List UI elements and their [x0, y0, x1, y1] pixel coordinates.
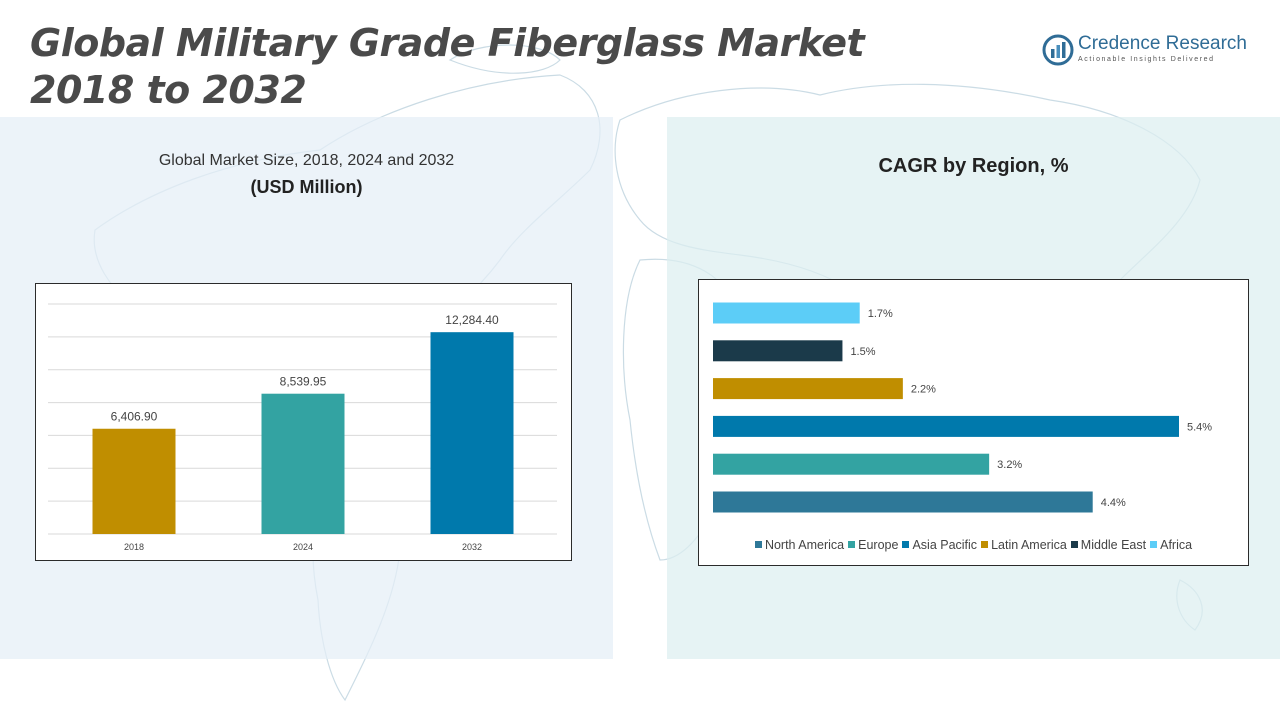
bar-value-label: 2.2%: [911, 384, 936, 396]
legend-item: North America: [754, 538, 845, 552]
bar-value-label: 3.2%: [997, 459, 1022, 471]
cagr-title: CAGR by Region, %: [878, 155, 1069, 177]
legend-item: Middle East: [1070, 538, 1147, 552]
logo-mark-icon: [1042, 34, 1074, 66]
legend-swatch: [981, 541, 989, 548]
legend-label: Middle East: [1080, 538, 1147, 552]
legend-label: Europe: [858, 538, 899, 552]
bar-value-label: 4.4%: [1101, 497, 1126, 509]
bar-africa: [713, 302, 860, 324]
bar-2024: [261, 393, 345, 534]
bar-north-america: [713, 491, 1093, 513]
legend-item: Latin America: [981, 538, 1067, 552]
bar-latin-america: [713, 378, 903, 400]
bar-value-label: 12,284.40: [445, 313, 499, 327]
legend-swatch: [902, 541, 910, 548]
cagr-chart-svg: 1.7% 1.5% 2.2% 5.4% 3.2% 4.4%: [713, 302, 1212, 513]
bar-2032: [430, 332, 514, 534]
credence-research-logo: Credence Research Actionable Insights De…: [1040, 32, 1260, 68]
page-title-line1: Global Military Grade Fiberglass Market: [30, 21, 865, 65]
bar-value-label: 1.7%: [868, 308, 893, 320]
legend-item: Asia Pacific: [902, 538, 977, 552]
x-tick-label: 2032: [462, 542, 482, 552]
x-tick-label: 2018: [124, 542, 144, 552]
bar-middle-east: [713, 340, 843, 362]
page-title-line2: 2018 to 2032: [30, 68, 307, 112]
cagr-chart: 1.7% 1.5% 2.2% 5.4% 3.2% 4.4% North America Eu…: [698, 279, 1249, 566]
logo-tagline: Actionable Insights Delivered: [1078, 56, 1215, 63]
bar-value-label: 1.5%: [850, 346, 875, 358]
bar-value-label: 5.4%: [1187, 421, 1212, 433]
page-title: Global Military Grade Fiberglass Market …: [30, 20, 865, 114]
market-size-chart-svg: 6,406.90 2018 8,539.95 2024 12,284.40 2032: [48, 303, 557, 552]
legend-item: Europe: [848, 538, 898, 552]
cagr-legend: North America Europe Asia Pacific Latin Ame…: [699, 538, 1248, 552]
legend-swatch: [754, 541, 762, 548]
bar-europe: [713, 453, 990, 475]
legend-swatch: [1070, 541, 1078, 548]
legend-label: Latin America: [991, 538, 1067, 552]
market-size-unit: (USD Million): [250, 177, 363, 197]
bar-2018: [92, 428, 176, 534]
legend-swatch: [1150, 541, 1158, 548]
legend-label: North America: [764, 538, 845, 552]
market-size-subtitle: Global Market Size, 2018, 2024 and 2032: [158, 152, 455, 169]
legend-label: Asia Pacific: [912, 538, 978, 552]
bar-value-label: 8,539.95: [280, 375, 327, 389]
bar-asia-pacific: [713, 415, 1179, 437]
x-tick-label: 2024: [293, 542, 313, 552]
bar-value-label: 6,406.90: [111, 410, 158, 424]
legend-label: Africa: [1160, 538, 1193, 552]
legend-item: Africa: [1150, 538, 1192, 552]
market-size-chart: 6,406.90 2018 8,539.95 2024 12,284.40 2032: [35, 283, 572, 561]
logo-name: Credence Research: [1078, 33, 1247, 54]
legend-swatch: [848, 541, 856, 548]
